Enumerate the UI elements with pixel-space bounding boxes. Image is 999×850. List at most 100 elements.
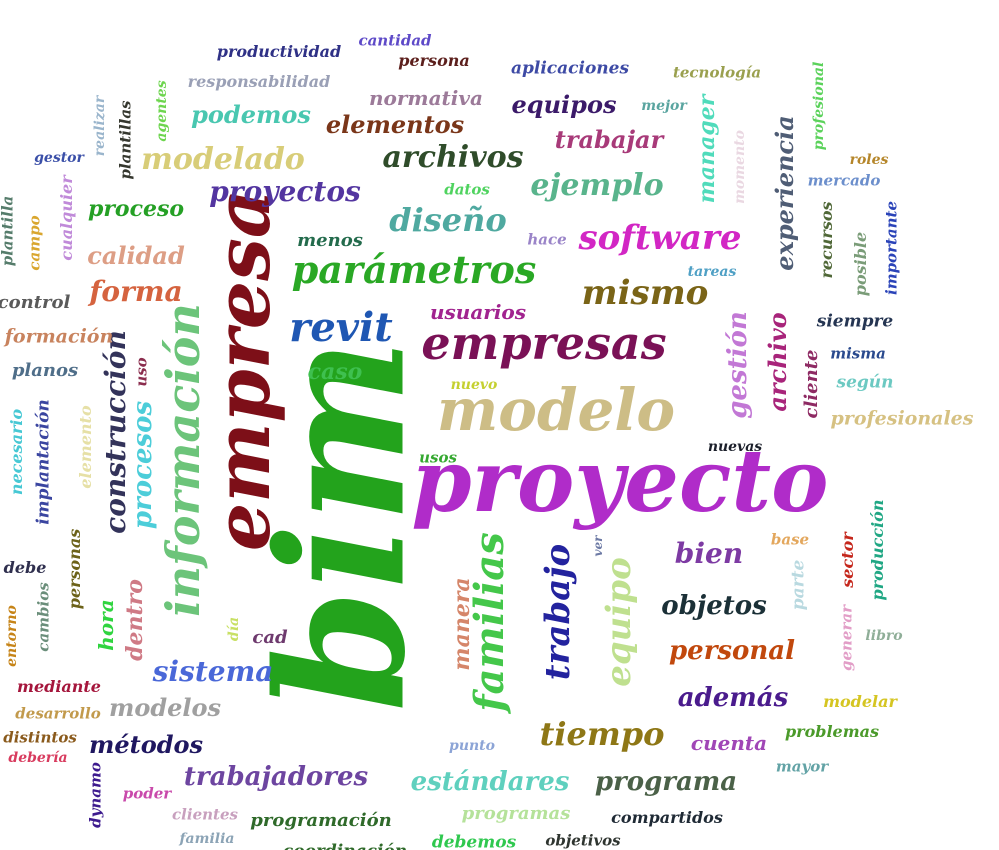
word: programación	[250, 810, 392, 831]
word: parte	[788, 559, 809, 611]
word: sistema	[152, 655, 274, 688]
word: cambios	[34, 582, 53, 652]
word: compartidos	[611, 808, 723, 827]
word: momento	[732, 130, 748, 204]
word: cantidad	[358, 31, 432, 50]
word: entorno	[4, 605, 20, 667]
word: profesionales	[830, 407, 974, 430]
word: forma	[89, 275, 183, 308]
word: además	[677, 683, 789, 713]
word: tecnología	[672, 63, 762, 82]
word: usos	[419, 448, 457, 467]
word: roles	[849, 152, 889, 168]
word: bien	[674, 537, 744, 570]
word: aplicaciones	[510, 58, 630, 79]
word: programas	[461, 803, 571, 824]
word: siempre	[816, 311, 894, 332]
word: elementos	[325, 110, 465, 139]
word: objetos	[661, 591, 767, 621]
word: tiempo	[539, 715, 665, 753]
word: día	[226, 616, 242, 642]
word: plantilla	[0, 195, 17, 267]
word: trabajadores	[183, 762, 369, 792]
word: datos	[444, 180, 490, 199]
word: dentro	[122, 579, 148, 661]
word: estándares	[410, 767, 570, 797]
word: uso	[132, 357, 151, 387]
word: archivo	[763, 312, 792, 412]
word: mediante	[17, 677, 101, 696]
word: hora	[94, 599, 118, 651]
word: debe	[3, 558, 47, 577]
word: modelar	[823, 692, 897, 711]
word: plantillas	[116, 100, 135, 180]
word: calidad	[87, 241, 185, 270]
word: clientes	[172, 805, 238, 824]
word: problemas	[784, 722, 880, 741]
word: objetivos	[545, 831, 621, 850]
word: diseño	[389, 201, 507, 239]
word: productividad	[216, 42, 342, 61]
word: debemos	[431, 832, 517, 850]
word: familias	[466, 532, 513, 712]
word: proyecto	[411, 431, 829, 532]
word: agentes	[154, 80, 170, 142]
word: hace	[527, 230, 567, 249]
word: construcción	[99, 330, 132, 534]
word: sector	[838, 532, 857, 588]
word: métodos	[88, 730, 204, 759]
word: mercado	[807, 171, 881, 190]
word: planos	[11, 360, 79, 381]
word: programa	[594, 767, 738, 797]
word: coordinación	[283, 843, 407, 850]
word: importante	[882, 201, 901, 295]
word: dynamo	[86, 762, 105, 828]
word: gestión	[723, 311, 753, 419]
word: modelos	[108, 693, 222, 722]
word: control	[0, 292, 71, 313]
word: caso	[307, 359, 363, 385]
word: ejemplo	[530, 168, 664, 203]
word: misma	[830, 344, 886, 363]
word: ver	[591, 535, 605, 557]
word: gestor	[34, 150, 84, 166]
word: base	[770, 530, 810, 549]
word: equipos	[511, 90, 617, 119]
word: manera	[449, 577, 475, 671]
word: implantación	[33, 399, 54, 525]
word: proyectos	[209, 175, 361, 208]
word: cualquier	[57, 175, 76, 261]
word: desarrollo	[15, 704, 101, 723]
word: según	[836, 372, 894, 393]
word: modelo	[436, 376, 676, 444]
word: necesario	[7, 408, 26, 496]
word: nuevo	[450, 377, 498, 393]
word: revit	[289, 304, 393, 351]
word: realizar	[92, 95, 108, 157]
word: punto	[449, 738, 495, 754]
word: personas	[65, 528, 84, 610]
word: mejor	[641, 98, 687, 114]
word: generar	[837, 604, 856, 672]
word: empresas	[421, 316, 667, 370]
word: posible	[851, 231, 870, 297]
word: archivos	[382, 140, 524, 175]
word: personal	[668, 636, 796, 666]
word: trabajo	[538, 543, 578, 681]
word: usuarios	[429, 300, 527, 324]
word: nuevas	[707, 439, 763, 455]
word: cuenta	[690, 731, 768, 755]
word: poder	[122, 784, 172, 803]
word: modelado	[141, 142, 305, 177]
word: manager	[694, 94, 720, 204]
word: libro	[865, 628, 903, 644]
word: experiencia	[770, 115, 799, 271]
word: procesos	[128, 400, 158, 530]
word: elemento	[76, 405, 95, 489]
word: debería	[8, 750, 68, 766]
word: producción	[868, 499, 887, 601]
word: mismo	[581, 273, 709, 313]
word: recursos	[817, 201, 836, 279]
word: formación	[4, 325, 114, 348]
